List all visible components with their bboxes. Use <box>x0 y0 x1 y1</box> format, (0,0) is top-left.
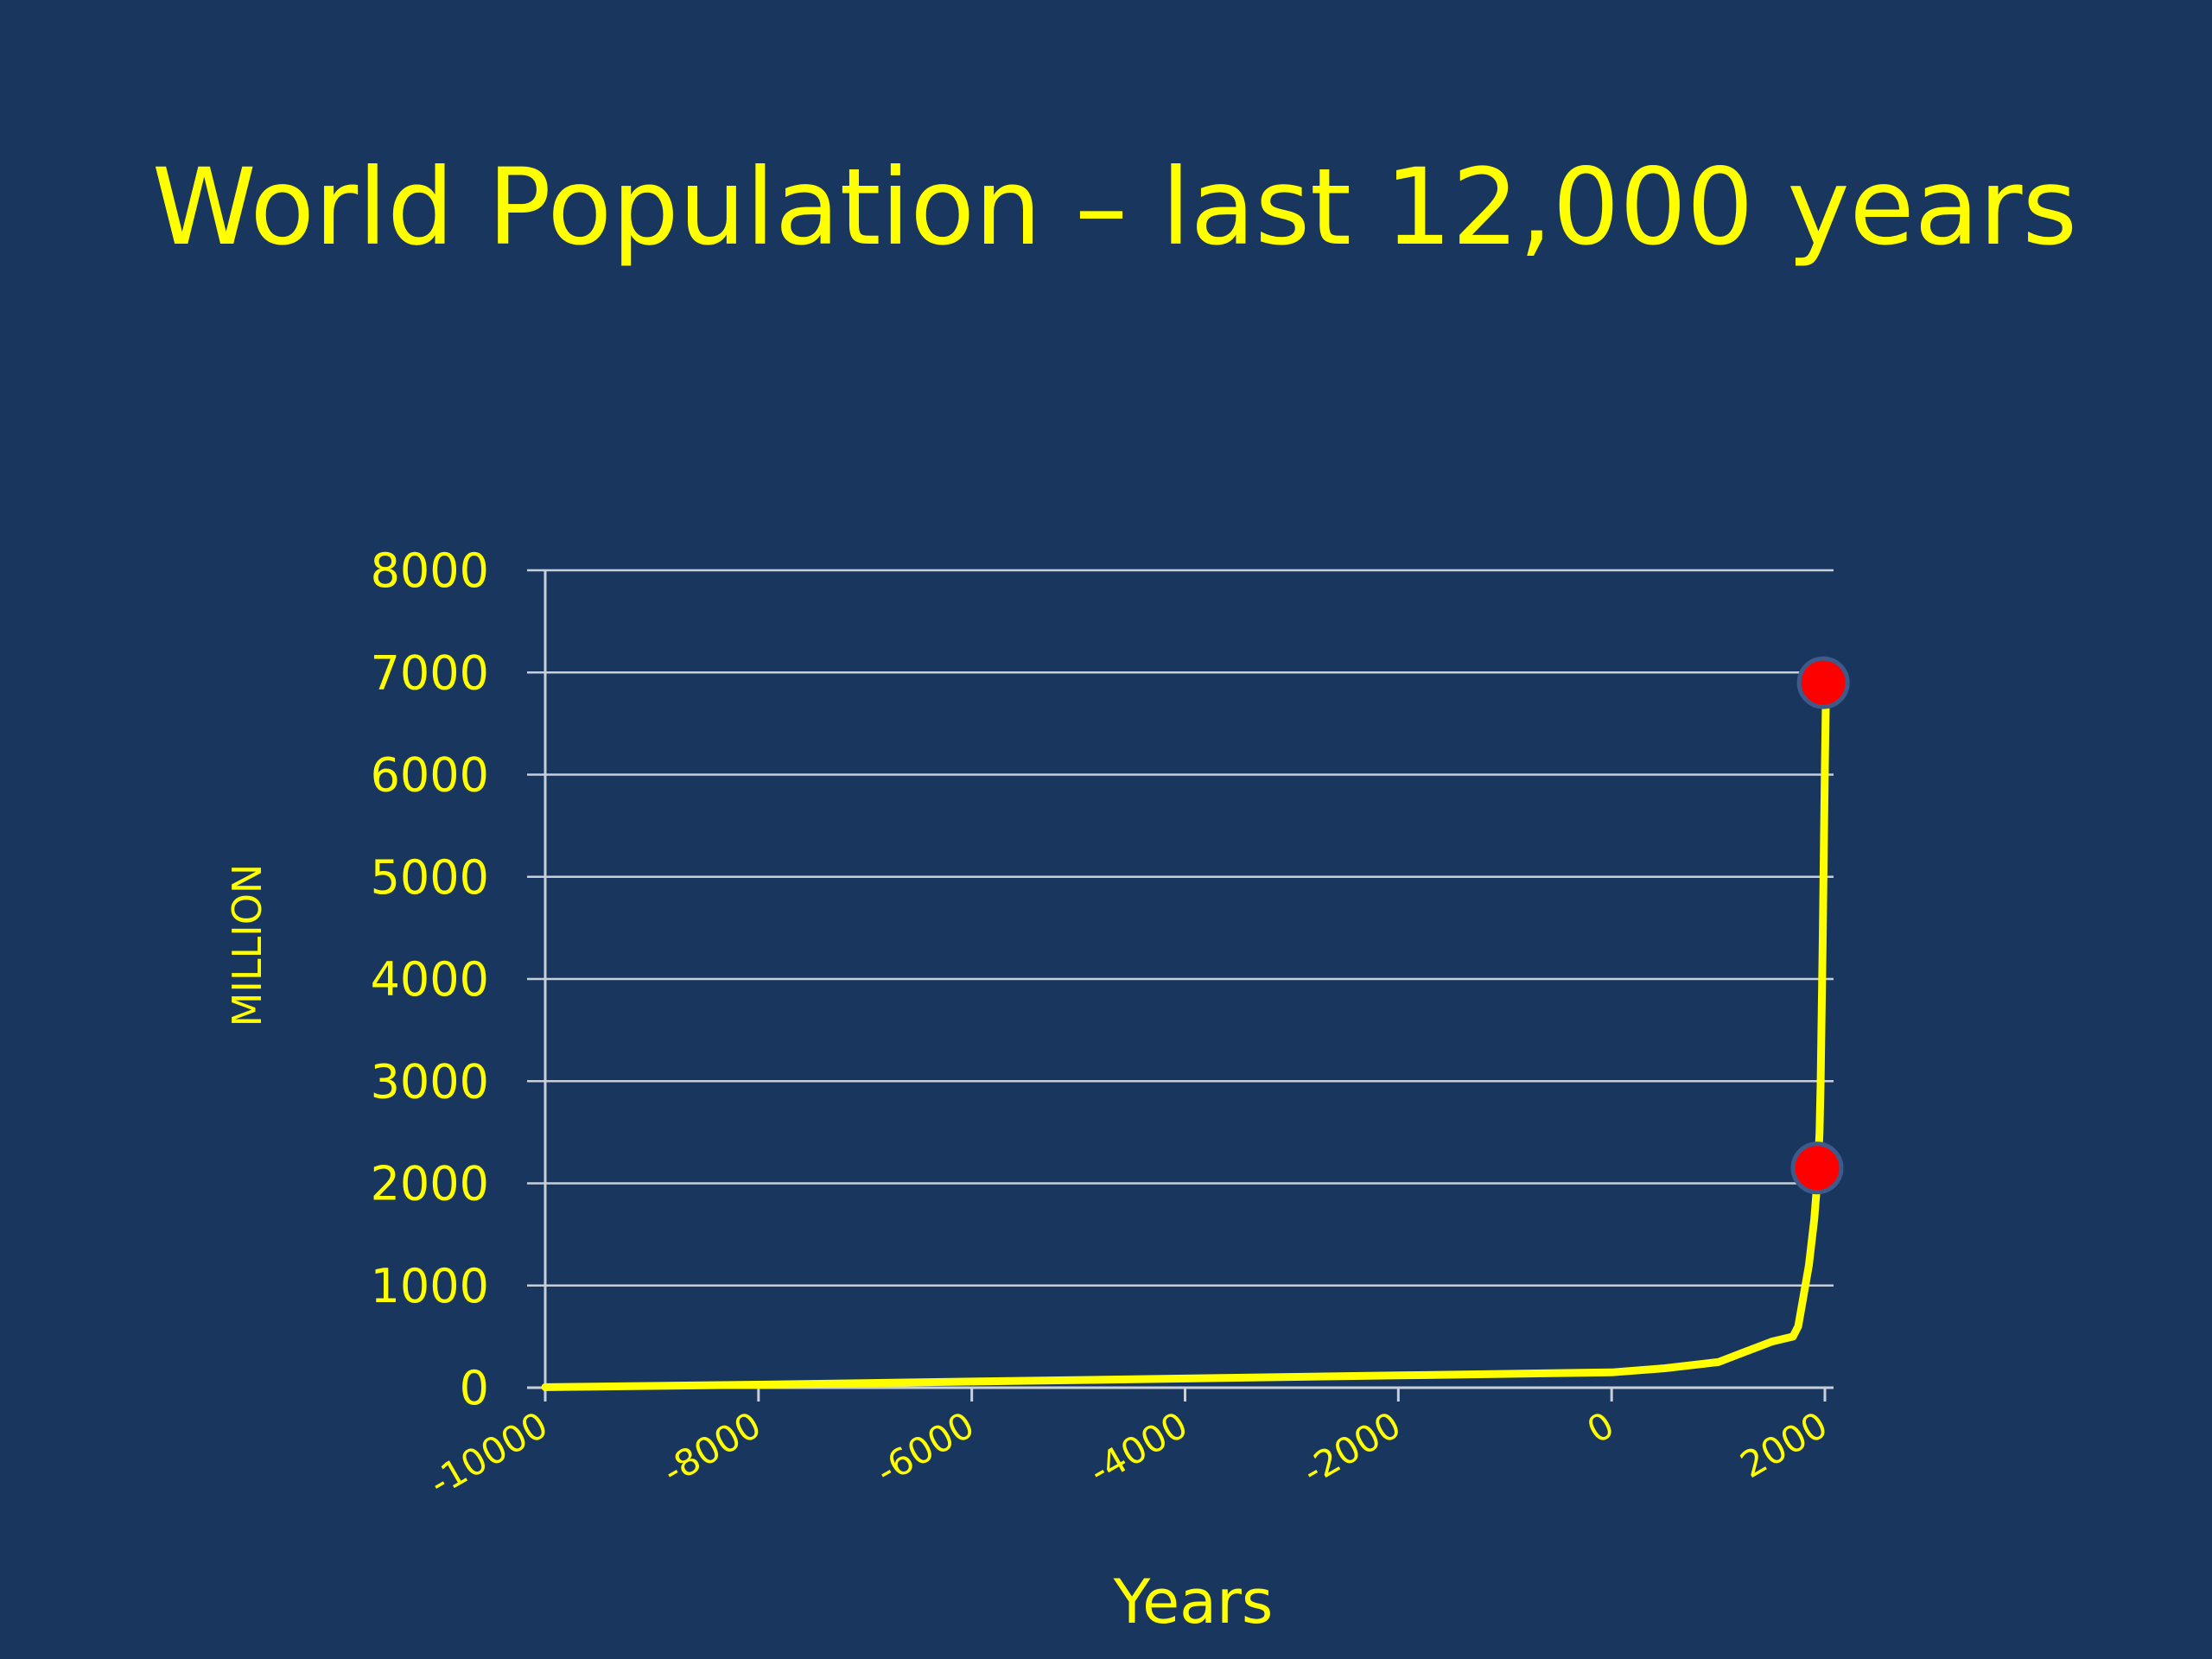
x-tick-label-2000: 2000 <box>1733 1403 1834 1486</box>
x-tick-label--8000: -8000 <box>656 1403 768 1492</box>
y-tick-labels: 0 1000 2000 3000 4000 5000 6000 7000 8000 <box>371 543 489 1415</box>
y-axis-title: MILLION <box>224 864 270 1027</box>
y-tick-label-8000: 8000 <box>371 543 489 598</box>
y-tick-label-3000: 3000 <box>371 1054 489 1109</box>
y-tick-label-7000: 7000 <box>371 645 489 700</box>
x-tick-label--10000: -10000 <box>423 1403 555 1504</box>
x-tick-label--4000: -4000 <box>1082 1403 1194 1492</box>
x-tick-label--2000: -2000 <box>1295 1403 1408 1492</box>
x-tick-labels: -10000 -8000 -6000 -4000 -2000 0 2000 <box>423 1403 1834 1504</box>
axes <box>543 570 1827 1402</box>
x-tick-label--6000: -6000 <box>868 1403 981 1492</box>
x-axis-title: Years <box>1113 1567 1274 1637</box>
y-tick-label-6000: 6000 <box>371 748 489 803</box>
y-tick-label-0: 0 <box>460 1361 489 1415</box>
y-tick-label-2000: 2000 <box>371 1157 489 1211</box>
population-series-line <box>541 678 1830 1391</box>
highlight-marker-2 <box>1796 656 1850 709</box>
y-tick-label-5000: 5000 <box>371 850 489 905</box>
y-tick-label-1000: 1000 <box>371 1259 489 1313</box>
y-tick-label-4000: 4000 <box>371 952 489 1007</box>
highlight-marker-1 <box>1790 1141 1844 1195</box>
chart-title: World Population – last 12,000 years <box>151 146 2078 269</box>
x-tick-label-0: 0 <box>1580 1403 1622 1452</box>
highlight-markers <box>1790 656 1850 1195</box>
grid-lines <box>527 569 1834 1389</box>
